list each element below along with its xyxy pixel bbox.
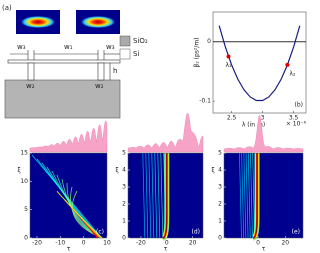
y-tick-label: 2 bbox=[218, 201, 222, 208]
slab bbox=[7, 59, 121, 64]
heatmap-band bbox=[252, 153, 258, 239]
legend-label: SiO₂ bbox=[133, 37, 148, 45]
point bbox=[226, 54, 231, 59]
mode-profile bbox=[81, 16, 115, 28]
heatmap-band bbox=[160, 152, 164, 239]
heatmap-band bbox=[151, 152, 155, 239]
heatmap-band bbox=[145, 152, 149, 239]
y-label: ξ bbox=[211, 167, 214, 174]
x-tick-label: 0 bbox=[82, 240, 86, 247]
dim-label: w₂ bbox=[95, 82, 104, 90]
heatmap-background bbox=[224, 153, 303, 238]
x-tick-label: 20 bbox=[281, 240, 289, 247]
panel-label: (e) bbox=[292, 229, 300, 236]
heatmap-band bbox=[252, 152, 256, 239]
x-tick-label: 20 bbox=[189, 240, 197, 247]
y-tick-label: 0 bbox=[24, 235, 28, 242]
y-tick-label: -0.1 bbox=[199, 98, 211, 105]
heatmap bbox=[224, 152, 303, 241]
heatmap-band bbox=[157, 152, 161, 239]
heatmap-band bbox=[142, 152, 146, 239]
substrate bbox=[4, 79, 121, 119]
legend-swatch bbox=[119, 48, 131, 60]
x-tick-label: -20 bbox=[136, 240, 146, 247]
x-label: τ bbox=[164, 246, 168, 253]
rib bbox=[27, 62, 35, 81]
heatmap-band bbox=[245, 152, 249, 239]
y-tick-label: 1 bbox=[122, 218, 126, 225]
dim-label: w₂ bbox=[26, 82, 35, 90]
y-label: ξ bbox=[115, 167, 118, 174]
dim-label: h bbox=[113, 67, 117, 75]
y-tick-label: 1 bbox=[218, 218, 222, 225]
x-tick-label: 0 bbox=[165, 240, 169, 247]
dim-label: w₁ bbox=[64, 43, 73, 51]
x-tick-label: 3 bbox=[261, 115, 265, 122]
x-tick-label: 3.5 bbox=[289, 115, 299, 122]
plot-frame bbox=[127, 152, 204, 239]
y-tick-label: 0 bbox=[207, 38, 211, 45]
x-tick-label: -20 bbox=[32, 240, 42, 247]
plot-frame bbox=[223, 152, 304, 239]
heatmap bbox=[30, 153, 107, 239]
heatmap-band bbox=[241, 152, 245, 239]
x-multiplier: × 10⁻⁶ bbox=[286, 121, 307, 128]
x-label: τ bbox=[262, 246, 266, 253]
y-tick-label: 2 bbox=[122, 201, 126, 208]
y-tick-label: 4 bbox=[122, 167, 126, 174]
y-tick-label: 0 bbox=[122, 235, 126, 242]
heatmap-band bbox=[162, 153, 168, 239]
spectrum bbox=[29, 120, 108, 153]
y-tick-label: 15 bbox=[20, 150, 28, 157]
spectrum bbox=[127, 112, 204, 153]
plot-frame bbox=[212, 11, 307, 114]
y-tick-label: 10 bbox=[20, 178, 28, 185]
heatmap-band bbox=[148, 152, 152, 239]
rib bbox=[97, 62, 105, 81]
heatmap-band bbox=[243, 152, 247, 239]
x-tick-label: -10 bbox=[55, 240, 65, 247]
y-tick-label: 4 bbox=[218, 167, 222, 174]
panel-label: (d) bbox=[192, 229, 201, 236]
y-tick-label: 5 bbox=[122, 150, 126, 157]
dim-label: w₃ bbox=[17, 43, 26, 51]
y-label: β₂ (ps²/m) bbox=[194, 37, 201, 67]
y-tick-label: 3 bbox=[218, 184, 222, 191]
legend-swatch bbox=[119, 35, 131, 47]
heatmap-band bbox=[247, 152, 251, 239]
point bbox=[285, 62, 290, 67]
panel-label: (a) bbox=[2, 4, 12, 12]
panel-label: (b) bbox=[295, 102, 304, 109]
x-tick-label: 2.5 bbox=[227, 115, 237, 122]
x-label: τ bbox=[67, 246, 71, 253]
heatmap-band bbox=[56, 190, 103, 239]
plot-frame bbox=[29, 152, 108, 239]
x-label: λ (in m) bbox=[242, 122, 265, 129]
dim-label: w₃ bbox=[106, 43, 115, 51]
legend-label: Si bbox=[133, 50, 139, 58]
mode-profile bbox=[21, 16, 55, 28]
spectrum bbox=[223, 114, 304, 153]
curve bbox=[218, 25, 301, 102]
heatmap-band bbox=[154, 152, 158, 239]
y-tick-label: 3 bbox=[122, 184, 126, 191]
y-label: ξ bbox=[17, 167, 20, 174]
y-tick-label: 5 bbox=[24, 206, 28, 213]
point-label: λ₁ bbox=[226, 62, 233, 69]
heatmap-band bbox=[239, 152, 242, 239]
y-tick-label: 5 bbox=[218, 150, 222, 157]
heatmap-band bbox=[250, 152, 253, 239]
x-tick-label: 0 bbox=[256, 240, 260, 247]
x-tick-label: 10 bbox=[103, 240, 111, 247]
panel-label: (c) bbox=[96, 229, 104, 236]
point-label: λ₂ bbox=[289, 70, 296, 77]
heatmap bbox=[128, 152, 203, 241]
y-tick-label: 0 bbox=[218, 235, 222, 242]
